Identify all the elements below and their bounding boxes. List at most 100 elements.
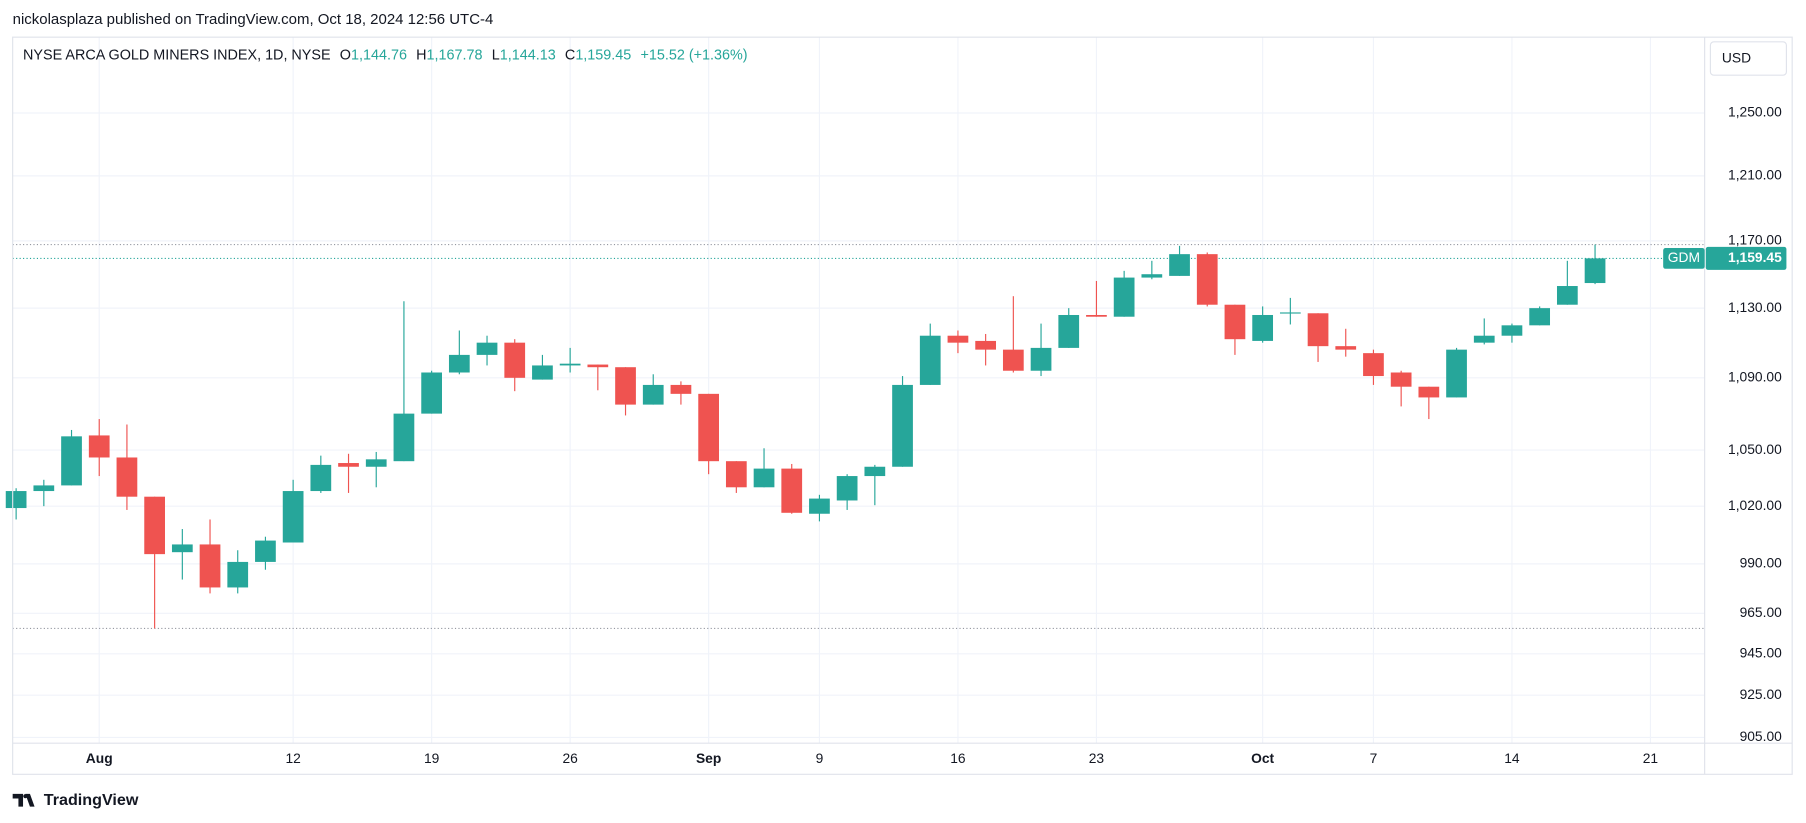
candle-body — [1002, 349, 1024, 371]
candle-body — [144, 496, 165, 555]
chart-frame — [12, 36, 1793, 775]
candle-body — [448, 354, 470, 373]
publisher-line: nickolasplaza published on TradingView.c… — [13, 11, 494, 28]
candle-body — [88, 435, 110, 458]
x-tick-label: 12 — [285, 750, 300, 766]
candle-body — [504, 342, 526, 378]
plot — [5, 244, 1606, 629]
candle-body — [171, 544, 193, 553]
candle-body — [282, 491, 304, 543]
symbol-badge-label: GDM — [1668, 249, 1700, 265]
candle-body — [1556, 286, 1578, 305]
candle-body — [947, 335, 969, 343]
y-tick-label: 1,090.00 — [1728, 368, 1782, 384]
candle-body — [1113, 277, 1135, 317]
candle-body — [33, 485, 55, 492]
candle-body — [698, 393, 720, 462]
candle-body — [1446, 349, 1467, 398]
y-tick-label: 990.00 — [1740, 555, 1783, 571]
candle-body — [310, 464, 332, 492]
candle-body — [725, 461, 747, 488]
candle-body — [5, 491, 27, 509]
y-tick-label: 945.00 — [1740, 644, 1783, 660]
candle-body — [670, 384, 692, 394]
candle-body — [116, 457, 138, 497]
candle-body — [1196, 254, 1218, 305]
ohlc-key: H — [416, 47, 426, 63]
candle-body — [1501, 325, 1523, 336]
x-tick-label: 7 — [1370, 750, 1378, 766]
candle-body — [1335, 346, 1357, 350]
x-tick-label: Sep — [696, 750, 721, 766]
candle-body — [1584, 258, 1606, 284]
candle-body — [393, 413, 415, 462]
currency: USD — [1722, 50, 1751, 66]
candle-body — [1058, 314, 1080, 348]
logo-dot — [23, 794, 28, 799]
symbol-badge — [1663, 248, 1705, 269]
y-tick-label: 1,250.00 — [1728, 104, 1782, 120]
y-tick-label: 1,170.00 — [1728, 232, 1782, 248]
currency-box[interactable] — [1709, 41, 1787, 76]
last-price-box — [1705, 246, 1787, 270]
candle-body — [615, 367, 636, 405]
candle-body — [1279, 312, 1301, 314]
symbol-legend: NYSE ARCA GOLD MINERS INDEX, 1D, NYSE O1,… — [23, 47, 748, 63]
ohlc-value: 1,144.13 — [500, 47, 556, 63]
candle-body — [864, 466, 886, 477]
candle-body — [532, 365, 553, 380]
candle-body — [61, 436, 82, 486]
x-tick-label: Oct — [1251, 750, 1274, 766]
candle-body — [919, 335, 941, 385]
candle-body — [836, 476, 858, 501]
candle-body — [255, 540, 276, 562]
y-tick-label: 965.00 — [1740, 604, 1783, 620]
tradingview-logo — [12, 793, 35, 807]
candle-body — [809, 498, 830, 514]
candle-body — [1169, 254, 1190, 276]
y-tick-label: 1,050.00 — [1728, 441, 1782, 457]
candle-body — [892, 384, 913, 467]
candle-body — [642, 384, 664, 405]
symbol-title: NYSE ARCA GOLD MINERS INDEX, 1D, NYSE — [23, 47, 331, 63]
x-tick-label: 16 — [950, 750, 966, 766]
candle-body — [1529, 308, 1551, 326]
candle-body — [421, 372, 442, 414]
x-tick-label: 9 — [816, 750, 824, 766]
footer-brand: TradingView — [44, 791, 139, 809]
candle-body — [476, 342, 498, 355]
x-tick-label: Aug — [86, 750, 113, 766]
ohlc-value: 1,144.76 — [351, 47, 407, 63]
candle-body — [365, 459, 387, 467]
ohlc-key: L — [492, 47, 500, 63]
candle-body — [1390, 372, 1412, 387]
y-tick-label: 1,020.00 — [1728, 497, 1782, 513]
ohlc-value: 1,159.45 — [575, 47, 631, 63]
candle-body — [1141, 274, 1163, 278]
ohlc-key: O — [340, 47, 351, 63]
x-tick-label: 23 — [1089, 750, 1105, 766]
x-tick-label: 26 — [562, 750, 578, 766]
x-tick-label: 19 — [424, 750, 440, 766]
candle-body — [1418, 386, 1440, 398]
y-tick-label: 905.00 — [1740, 728, 1783, 744]
candle-body — [1252, 314, 1274, 341]
y-tick-label: 1,130.00 — [1728, 299, 1782, 315]
candle-body — [1086, 314, 1107, 317]
logo-icon — [12, 793, 35, 807]
ohlc-value: 1,167.78 — [427, 47, 483, 63]
ohlc-key: C — [565, 47, 575, 63]
candle-body — [781, 468, 803, 513]
last-price-label: 1,159.45 — [1728, 249, 1782, 265]
x-tick-label: 21 — [1643, 750, 1658, 766]
y-tick-label: 925.00 — [1740, 686, 1783, 702]
x-tick-label: 14 — [1504, 750, 1520, 766]
candle-body — [199, 544, 221, 588]
candle-body — [338, 463, 359, 467]
candle-body — [975, 340, 997, 350]
candle-body — [587, 364, 609, 368]
candle-body — [227, 561, 249, 588]
candle-body — [1363, 353, 1384, 377]
y-tick-label: 1,210.00 — [1728, 167, 1782, 183]
